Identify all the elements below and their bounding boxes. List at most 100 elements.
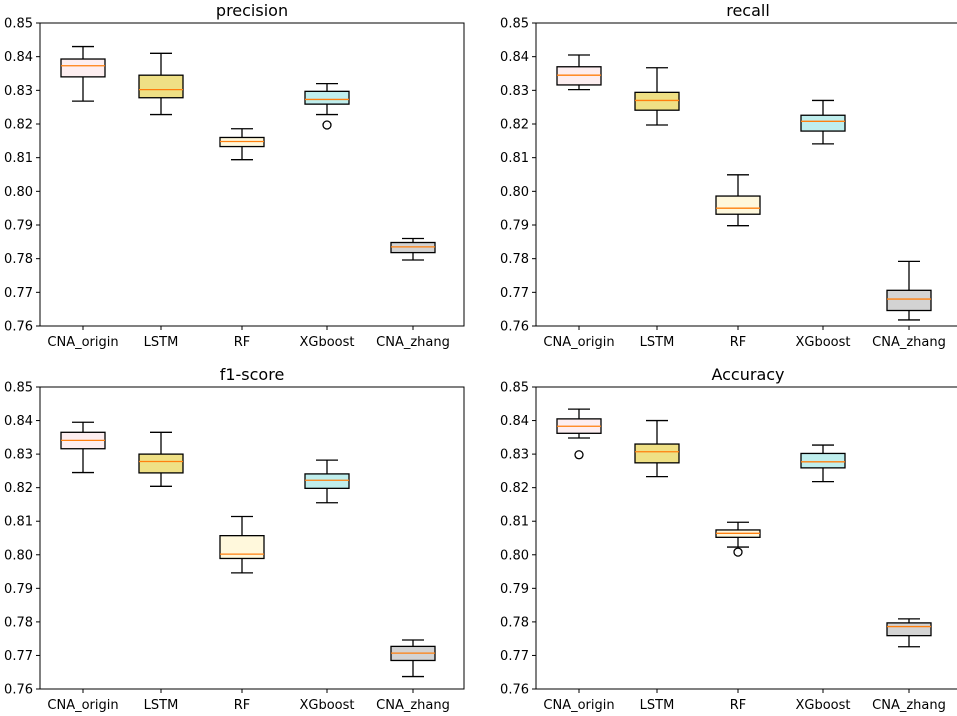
x-tick-label: CNA_zhang	[376, 335, 450, 350]
y-tick-label: 0.81	[4, 151, 33, 166]
x-tick-label: CNA_zhang	[872, 698, 946, 713]
x-tick-label: CNA_zhang	[376, 698, 450, 713]
axes-frame	[535, 386, 957, 690]
box-iqr	[138, 74, 184, 99]
y-tick-label: 0.77	[4, 649, 33, 664]
panel-title: recall	[726, 1, 770, 20]
y-tick-label: 0.83	[500, 448, 529, 463]
y-tick-label: 0.81	[4, 515, 33, 530]
box-iqr	[304, 473, 350, 489]
box-group	[219, 128, 265, 161]
y-tick-label: 0.79	[500, 219, 529, 234]
y-tick-label: 0.85	[500, 381, 529, 396]
panel-1: recall 0.76 0.77 0.78 0.79 0.80 0.81 0.82 0.83 0.…	[500, 1, 957, 350]
box-group	[138, 52, 184, 116]
box-group	[219, 515, 265, 574]
y-tick-label: 0.78	[4, 615, 33, 630]
box-iqr	[886, 622, 932, 637]
x-tick-label: LSTM	[144, 698, 179, 713]
outlier-point	[733, 547, 743, 557]
box-group	[556, 408, 602, 460]
y-tick-label: 0.77	[500, 649, 529, 664]
box-group	[556, 54, 602, 91]
box-group	[60, 421, 106, 474]
panel-0: precision 0.76 0.77 0.78 0.79 0.80 0.81 0.82 0.8…	[4, 1, 465, 350]
x-tick-label: LSTM	[144, 335, 179, 350]
box-group	[800, 99, 846, 145]
box-iqr	[715, 195, 761, 215]
panel-title: Accuracy	[711, 365, 784, 384]
x-tick-label: RF	[234, 335, 251, 350]
y-tick-label: 0.85	[500, 17, 529, 32]
y-tick-label: 0.79	[4, 219, 33, 234]
box-group	[304, 459, 350, 504]
y-tick-label: 0.80	[500, 548, 529, 563]
box-iqr	[219, 535, 265, 560]
panel-title: precision	[216, 1, 288, 20]
x-tick-label: CNA_origin	[543, 698, 614, 713]
y-tick-label: 0.76	[4, 683, 33, 698]
box-group	[60, 45, 106, 102]
outlier-point	[574, 450, 584, 460]
y-tick-label: 0.78	[4, 252, 33, 267]
y-tick-label: 0.83	[500, 84, 529, 99]
x-tick-label: LSTM	[640, 698, 675, 713]
y-tick-label: 0.78	[500, 615, 529, 630]
y-tick-label: 0.78	[500, 252, 529, 267]
x-tick-label: RF	[730, 698, 747, 713]
y-tick-label: 0.84	[500, 414, 529, 429]
x-tick-label: LSTM	[640, 335, 675, 350]
y-tick-label: 0.77	[4, 286, 33, 301]
y-tick-label: 0.82	[4, 481, 33, 496]
x-tick-label: CNA_origin	[543, 335, 614, 350]
x-tick-label: XGboost	[795, 698, 850, 713]
box-iqr	[800, 452, 846, 469]
y-tick-label: 0.83	[4, 84, 33, 99]
box-iqr	[138, 453, 184, 474]
box-group	[634, 419, 680, 478]
y-tick-label: 0.81	[500, 515, 529, 530]
box-iqr	[390, 241, 436, 254]
box-group	[886, 260, 932, 321]
x-tick-label: XGboost	[299, 335, 354, 350]
y-tick-label: 0.82	[500, 481, 529, 496]
x-tick-label: XGboost	[795, 335, 850, 350]
y-tick-label: 0.81	[500, 151, 529, 166]
x-tick-label: CNA_origin	[47, 698, 118, 713]
y-tick-label: 0.76	[500, 320, 529, 335]
axes-frame	[39, 22, 465, 327]
y-tick-label: 0.80	[4, 185, 33, 200]
y-tick-label: 0.76	[500, 683, 529, 698]
panel-2: f1-score 0.76 0.77 0.78 0.79 0.80 0.81 0.82 0.83…	[4, 365, 465, 713]
y-tick-label: 0.80	[500, 185, 529, 200]
box-group	[886, 618, 932, 648]
box-iqr	[800, 114, 846, 132]
y-tick-label: 0.82	[4, 118, 33, 133]
y-tick-label: 0.83	[4, 448, 33, 463]
y-tick-label: 0.77	[500, 286, 529, 301]
box-group	[390, 639, 436, 678]
box-group	[634, 67, 680, 126]
y-tick-label: 0.85	[4, 381, 33, 396]
box-iqr	[886, 289, 932, 312]
box-iqr	[634, 443, 680, 464]
outlier-point	[322, 120, 332, 130]
y-tick-label: 0.79	[4, 582, 33, 597]
box-group	[715, 521, 761, 557]
y-tick-label: 0.82	[500, 118, 529, 133]
y-tick-label: 0.84	[500, 50, 529, 65]
x-tick-label: RF	[730, 335, 747, 350]
axes-frame	[535, 22, 957, 327]
panel-3: Accuracy 0.76 0.77 0.78 0.79 0.80 0.81 0.82 0.83…	[500, 365, 957, 713]
box-group	[138, 431, 184, 487]
box-group	[800, 444, 846, 483]
x-tick-label: CNA_origin	[47, 335, 118, 350]
box-group	[390, 237, 436, 261]
box-iqr	[304, 90, 350, 105]
x-tick-label: CNA_zhang	[872, 335, 946, 350]
box-iqr	[60, 58, 106, 78]
x-tick-label: RF	[234, 698, 251, 713]
y-tick-label: 0.84	[4, 50, 33, 65]
y-tick-label: 0.84	[4, 414, 33, 429]
